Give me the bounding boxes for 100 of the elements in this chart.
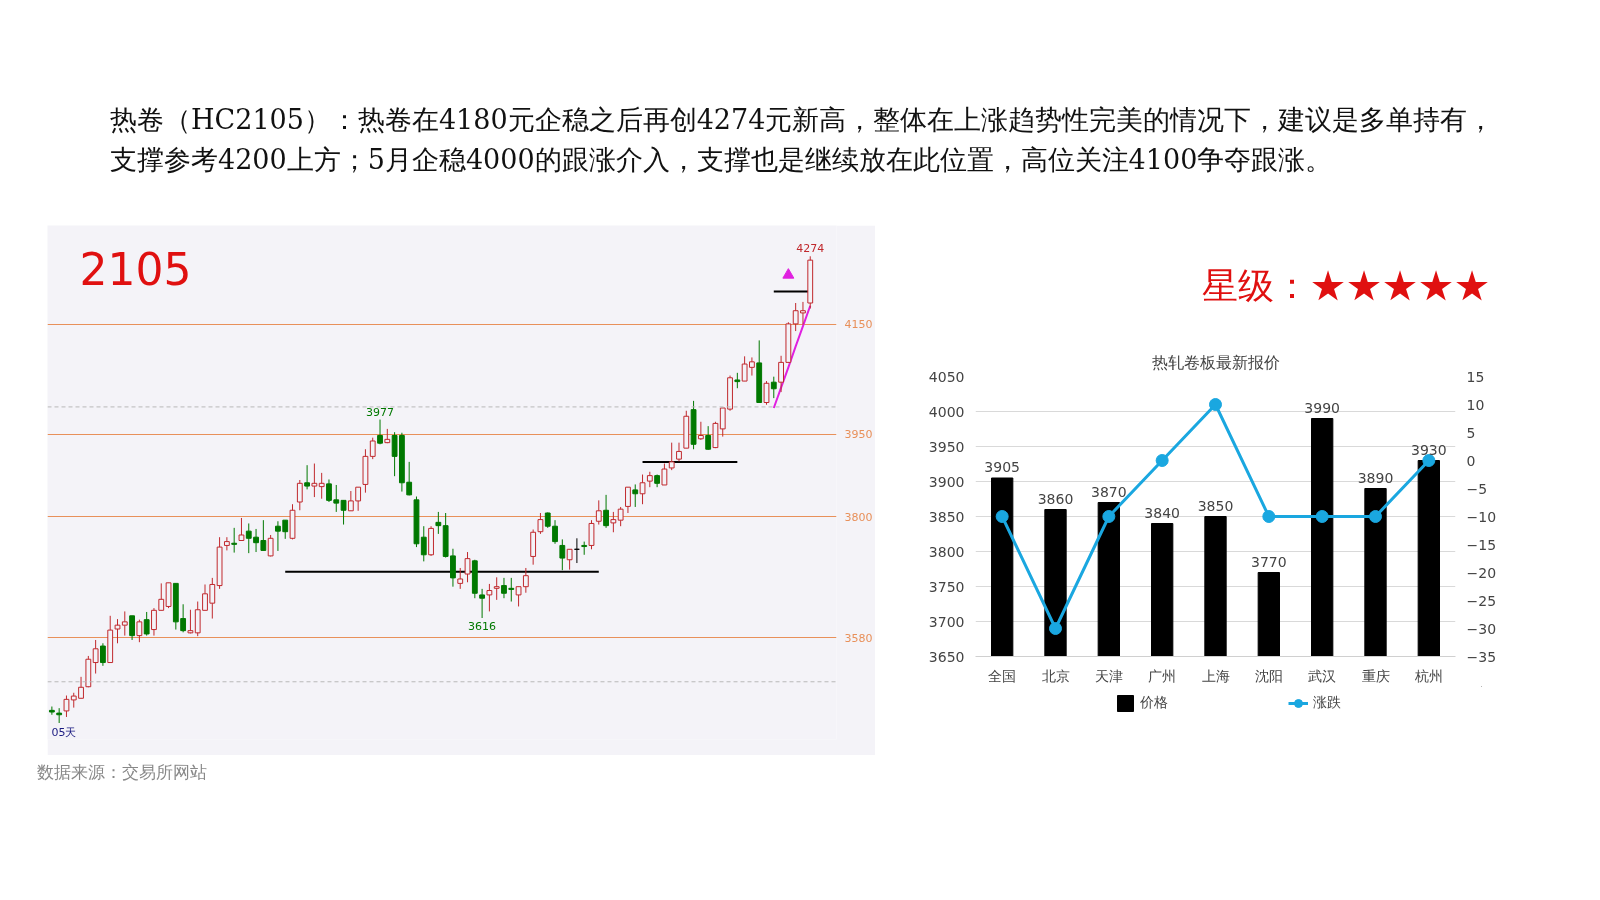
candlestick [537, 512, 544, 535]
x-tick-label: 北京 [1041, 667, 1070, 684]
x-tick-label: 广州 [1148, 667, 1177, 684]
annotation: 3616 [468, 620, 497, 634]
candlestick [129, 615, 135, 641]
data-label: 3860 [1037, 490, 1074, 507]
y-tick-label: 4000 [928, 403, 965, 420]
y-tick-label: 3700 [928, 613, 965, 630]
point [1262, 510, 1276, 523]
point [1155, 454, 1169, 467]
candlestick [566, 548, 573, 571]
candlestick [661, 463, 668, 486]
candlestick [559, 538, 566, 571]
point [1209, 398, 1222, 411]
y2-tick-label: −15 [1466, 536, 1497, 553]
y-tick-label: 4050 [928, 368, 965, 385]
candlestick [552, 519, 558, 545]
candlestick [304, 464, 310, 490]
y2-tick-label: −5 [1466, 480, 1488, 497]
data-label: 3770 [1251, 553, 1287, 570]
y2-tick-label: −25 [1466, 592, 1497, 609]
candlestick [296, 479, 303, 511]
y-tick-label: 3800 [928, 543, 965, 560]
candlestick [588, 519, 595, 550]
candlestick [668, 442, 675, 471]
candlestick [770, 376, 777, 399]
x-tick-label: 重庆 [1361, 667, 1390, 684]
candlestick [187, 609, 194, 634]
data-label: 3930 [1411, 441, 1447, 458]
candlestick [464, 551, 471, 583]
candlestick [632, 483, 639, 508]
data-label: 3990 [1304, 399, 1340, 416]
y2-tick-label: 10 [1466, 396, 1485, 413]
candlestick [705, 425, 712, 451]
text: 星级：★★★★★ [1202, 264, 1490, 308]
candlestick [617, 506, 624, 527]
chart-title: 热轧卷板最新报价 [1151, 352, 1280, 372]
candlestick [610, 511, 617, 533]
x-tick-label: 武汉 [1308, 667, 1337, 684]
y-tick-label: 3850 [928, 508, 965, 525]
y2-tick-label: −20 [1466, 564, 1497, 581]
data-label: 3850 [1197, 497, 1234, 514]
x-tick-label: 沈阳 [1254, 667, 1283, 684]
annotation: 05天 [51, 725, 77, 739]
y-tick-label: 3950 [928, 438, 965, 455]
data-label: 3840 [1144, 504, 1180, 521]
candlestick [479, 588, 486, 619]
y2-tick-label: −35 [1466, 648, 1497, 665]
data-label: 3870 [1091, 483, 1127, 500]
candlestick [522, 567, 529, 594]
point [1102, 510, 1116, 523]
y-tick-label: 4150 [844, 318, 873, 332]
y-tick-label: 3750 [928, 578, 965, 595]
y2-tick-label: 5 [1466, 424, 1476, 441]
candlestick [435, 511, 442, 535]
point [1422, 454, 1436, 467]
candlestick [457, 567, 464, 590]
y-tick-label: 3950 [844, 428, 873, 442]
y-tick-label: 3650 [928, 648, 965, 665]
candlestick [697, 421, 704, 441]
y2-tick-label: 0 [1466, 452, 1476, 469]
y2-tick-label: −10 [1466, 508, 1497, 525]
y2-tick-label: −30 [1466, 620, 1497, 637]
candlestick [318, 472, 325, 500]
x-tick-label: 上海 [1201, 667, 1230, 684]
legend-label: 价格 [1140, 694, 1168, 712]
candlestick [377, 419, 383, 445]
text: 热卷（HC2105）：热卷在4180元企稳之后再创4274元新高，整体在上涨趋势性完美的情况下，建议是多单持有，支撑参考4200上方；5月企稳4000的跟涨介入，支撑也是继续放在此位置，高位关注4100争夺跟涨。 [110, 103, 1496, 177]
source-note: 数据来源：交易所网站 [37, 761, 207, 784]
candlestick [223, 536, 230, 551]
candlestick [267, 534, 274, 557]
candlestick [238, 517, 245, 541]
chart-title: 2105 [79, 243, 192, 295]
candlestick [676, 442, 682, 462]
candlestick [639, 474, 646, 505]
annotation: 4274 [796, 242, 825, 256]
candlestick [347, 490, 354, 512]
y-tick-label: 3900 [928, 473, 965, 490]
line-series [772, 304, 812, 410]
candlestick [231, 527, 238, 554]
candlestick [486, 583, 493, 612]
y-tick-label: 3800 [844, 510, 873, 524]
x-tick-label: 杭州 [1413, 667, 1443, 684]
data-label: 3890 [1357, 469, 1394, 486]
candlestick [515, 586, 522, 607]
candlestick [48, 706, 55, 716]
candlestick [340, 499, 347, 526]
point [1369, 510, 1382, 523]
point [1315, 510, 1329, 523]
candlestick [603, 494, 609, 529]
candlestick [595, 499, 602, 526]
candlestick [625, 486, 631, 514]
point [1049, 622, 1062, 635]
y2-tick-label: 15 [1466, 368, 1485, 385]
y-tick-label: 3580 [844, 631, 873, 645]
candlestick [355, 486, 362, 512]
candlestick [143, 611, 150, 637]
candlestick [493, 576, 500, 601]
data-label: 3905 [984, 459, 1020, 475]
candlestick [92, 639, 99, 675]
